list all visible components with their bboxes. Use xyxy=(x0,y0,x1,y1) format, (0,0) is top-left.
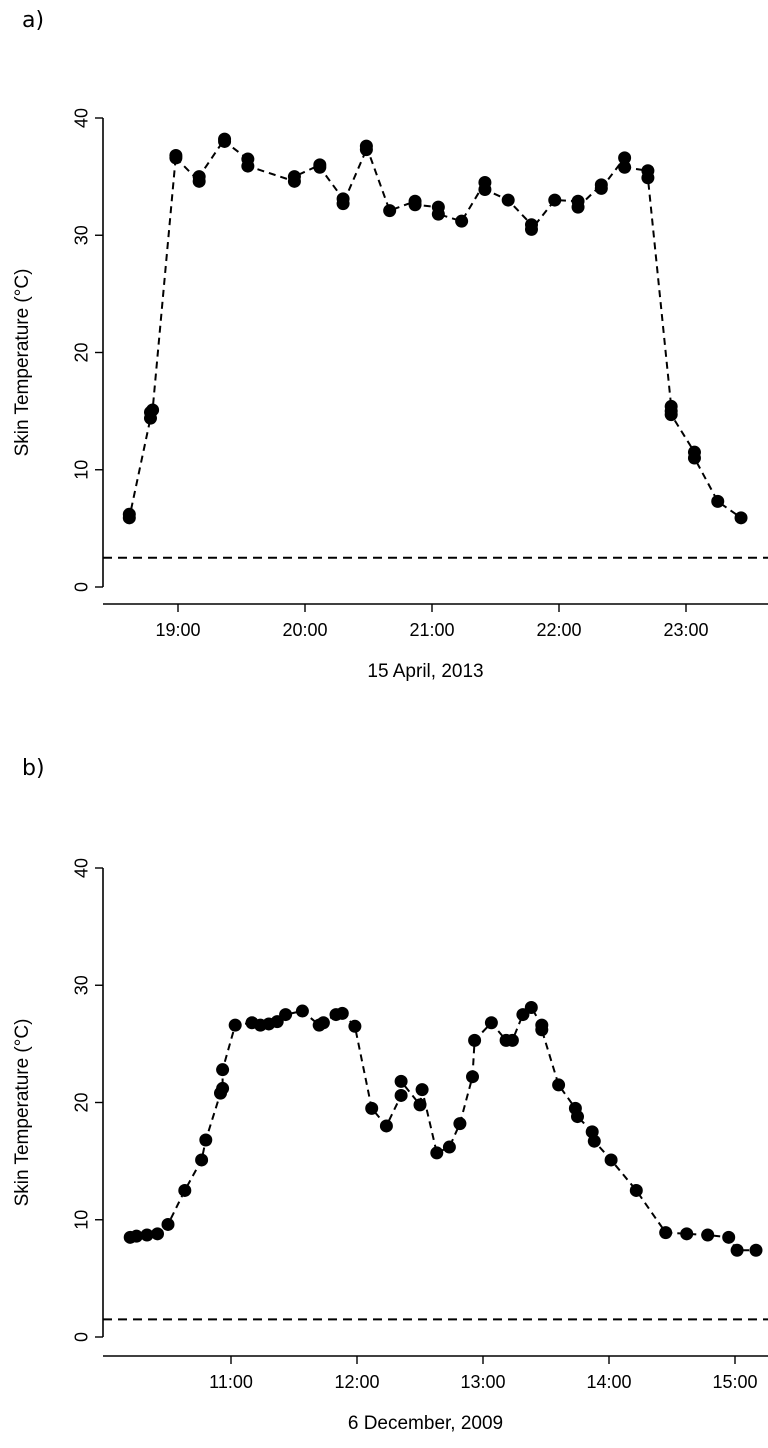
x-tick-label: 19:00 xyxy=(155,620,200,640)
data-point xyxy=(279,1008,293,1022)
data-point xyxy=(552,1078,566,1092)
y-tick-label: 0 xyxy=(71,582,91,592)
y-axis-title: Skin Temperature (°C) xyxy=(12,1019,33,1207)
data-point xyxy=(687,451,701,465)
data-point xyxy=(501,193,515,207)
data-point xyxy=(216,1063,230,1077)
data-point xyxy=(749,1243,763,1257)
data-point xyxy=(161,1217,175,1231)
data-point xyxy=(394,1074,408,1088)
y-axis-title: Skin Temperature (°C) xyxy=(12,269,33,457)
series-line xyxy=(128,135,742,519)
data-point xyxy=(594,181,608,195)
x-tick-label: 21:00 xyxy=(409,620,454,640)
data-point xyxy=(316,1016,330,1030)
data-point xyxy=(466,1070,479,1084)
data-point xyxy=(548,193,562,207)
panel-label-b: b) xyxy=(22,756,45,781)
x-axis-title: 15 April, 2013 xyxy=(367,661,483,682)
data-point xyxy=(394,1088,408,1102)
x-tick-label: 15:00 xyxy=(712,1372,757,1392)
data-point xyxy=(122,511,136,525)
data-point xyxy=(442,1140,456,1154)
data-point xyxy=(524,1001,538,1015)
data-point xyxy=(335,1006,349,1020)
data-point xyxy=(365,1101,379,1115)
data-point xyxy=(199,1133,213,1147)
y-tick-label: 30 xyxy=(71,975,91,995)
series-line xyxy=(130,1006,756,1252)
data-point xyxy=(734,511,748,525)
data-point xyxy=(195,1153,209,1167)
data-point xyxy=(484,1016,498,1030)
data-point xyxy=(730,1243,744,1257)
data-point xyxy=(287,170,301,184)
data-point xyxy=(169,151,183,165)
data-point xyxy=(359,139,373,153)
data-point xyxy=(216,1081,230,1095)
chart-a: 0 10 20 30 40 19:00 20:00 21:00 22:00 23:00 15 Apr… xyxy=(12,108,768,682)
data-point xyxy=(178,1183,192,1197)
data-point xyxy=(629,1183,643,1197)
data-point xyxy=(431,207,445,221)
data-point xyxy=(313,160,327,174)
x-tick-label: 11:00 xyxy=(209,1372,253,1392)
data-point xyxy=(348,1019,362,1033)
data-point xyxy=(571,200,585,214)
data-point xyxy=(192,170,206,184)
data-point xyxy=(664,408,678,422)
data-point xyxy=(468,1033,482,1047)
data-point xyxy=(618,151,632,165)
data-point xyxy=(505,1033,519,1047)
y-tick-label: 40 xyxy=(71,858,91,878)
data-point xyxy=(415,1083,429,1097)
data-point xyxy=(701,1228,715,1242)
y-tick-label: 30 xyxy=(71,225,91,245)
data-point xyxy=(711,494,725,508)
y-tick-label: 10 xyxy=(71,1210,91,1230)
data-point xyxy=(413,1098,427,1112)
x-tick-label: 13:00 xyxy=(460,1372,505,1392)
y-tick-label: 20 xyxy=(71,342,91,362)
data-point xyxy=(604,1153,618,1167)
y-tick-label: 0 xyxy=(71,1332,91,1342)
data-point xyxy=(295,1004,309,1018)
data-point xyxy=(478,183,492,197)
data-point xyxy=(618,160,632,174)
data-point xyxy=(130,1229,143,1243)
x-tick-label: 12:00 xyxy=(334,1372,379,1392)
data-point xyxy=(228,1018,242,1032)
data-point xyxy=(151,1227,164,1241)
data-point xyxy=(659,1226,673,1240)
data-point xyxy=(535,1023,549,1037)
panel-label-a: a) xyxy=(22,8,45,33)
x-tick-label: 23:00 xyxy=(663,620,708,640)
x-axis-title: 6 December, 2009 xyxy=(348,1413,503,1434)
chart-b: 0 10 20 30 40 11:00 12:00 13:00 14:00 15:00 6 Dece… xyxy=(12,858,768,1434)
data-point xyxy=(455,214,469,228)
data-point xyxy=(408,198,422,212)
y-tick-label: 20 xyxy=(71,1092,91,1112)
data-point xyxy=(146,403,160,417)
data-point xyxy=(379,1119,393,1133)
y-tick-label: 40 xyxy=(71,108,91,128)
data-point xyxy=(140,1228,154,1242)
data-point xyxy=(680,1227,694,1241)
data-point xyxy=(453,1117,467,1131)
data-point xyxy=(383,204,397,218)
x-tick-label: 22:00 xyxy=(536,620,581,640)
data-point xyxy=(524,222,538,236)
data-point xyxy=(587,1134,601,1148)
data-point xyxy=(641,171,655,185)
x-tick-label: 20:00 xyxy=(282,620,327,640)
data-point xyxy=(241,159,255,173)
data-point xyxy=(430,1146,444,1160)
data-point xyxy=(571,1110,584,1124)
data-point xyxy=(336,197,350,211)
data-point xyxy=(218,134,232,148)
y-tick-label: 10 xyxy=(71,460,91,480)
data-point xyxy=(722,1230,736,1244)
x-tick-label: 14:00 xyxy=(586,1372,631,1392)
